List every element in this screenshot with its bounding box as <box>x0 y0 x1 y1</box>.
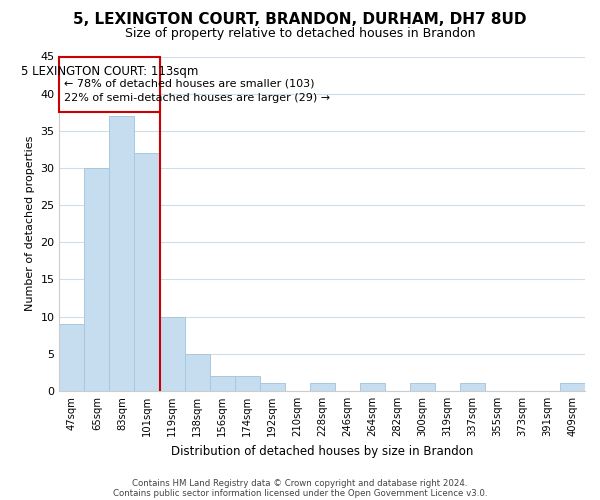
Bar <box>59 56 160 112</box>
Bar <box>209 376 235 391</box>
Bar <box>460 384 485 391</box>
Text: Contains public sector information licensed under the Open Government Licence v3: Contains public sector information licen… <box>113 488 487 498</box>
Bar <box>260 384 284 391</box>
Bar <box>85 168 109 391</box>
Text: 5, LEXINGTON COURT, BRANDON, DURHAM, DH7 8UD: 5, LEXINGTON COURT, BRANDON, DURHAM, DH7… <box>73 12 527 28</box>
Bar <box>109 116 134 391</box>
Text: ← 78% of detached houses are smaller (103): ← 78% of detached houses are smaller (10… <box>64 79 315 89</box>
Bar <box>160 316 185 391</box>
Bar <box>235 376 260 391</box>
Bar <box>360 384 385 391</box>
Y-axis label: Number of detached properties: Number of detached properties <box>25 136 35 312</box>
Bar <box>134 153 160 391</box>
Bar <box>59 324 85 391</box>
Bar <box>410 384 435 391</box>
Bar <box>310 384 335 391</box>
Text: Size of property relative to detached houses in Brandon: Size of property relative to detached ho… <box>125 28 475 40</box>
Text: Contains HM Land Registry data © Crown copyright and database right 2024.: Contains HM Land Registry data © Crown c… <box>132 478 468 488</box>
Text: 22% of semi-detached houses are larger (29) →: 22% of semi-detached houses are larger (… <box>64 93 331 103</box>
Bar <box>560 384 585 391</box>
X-axis label: Distribution of detached houses by size in Brandon: Distribution of detached houses by size … <box>171 444 473 458</box>
Bar <box>185 354 209 391</box>
Text: 5 LEXINGTON COURT: 113sqm: 5 LEXINGTON COURT: 113sqm <box>21 66 198 78</box>
